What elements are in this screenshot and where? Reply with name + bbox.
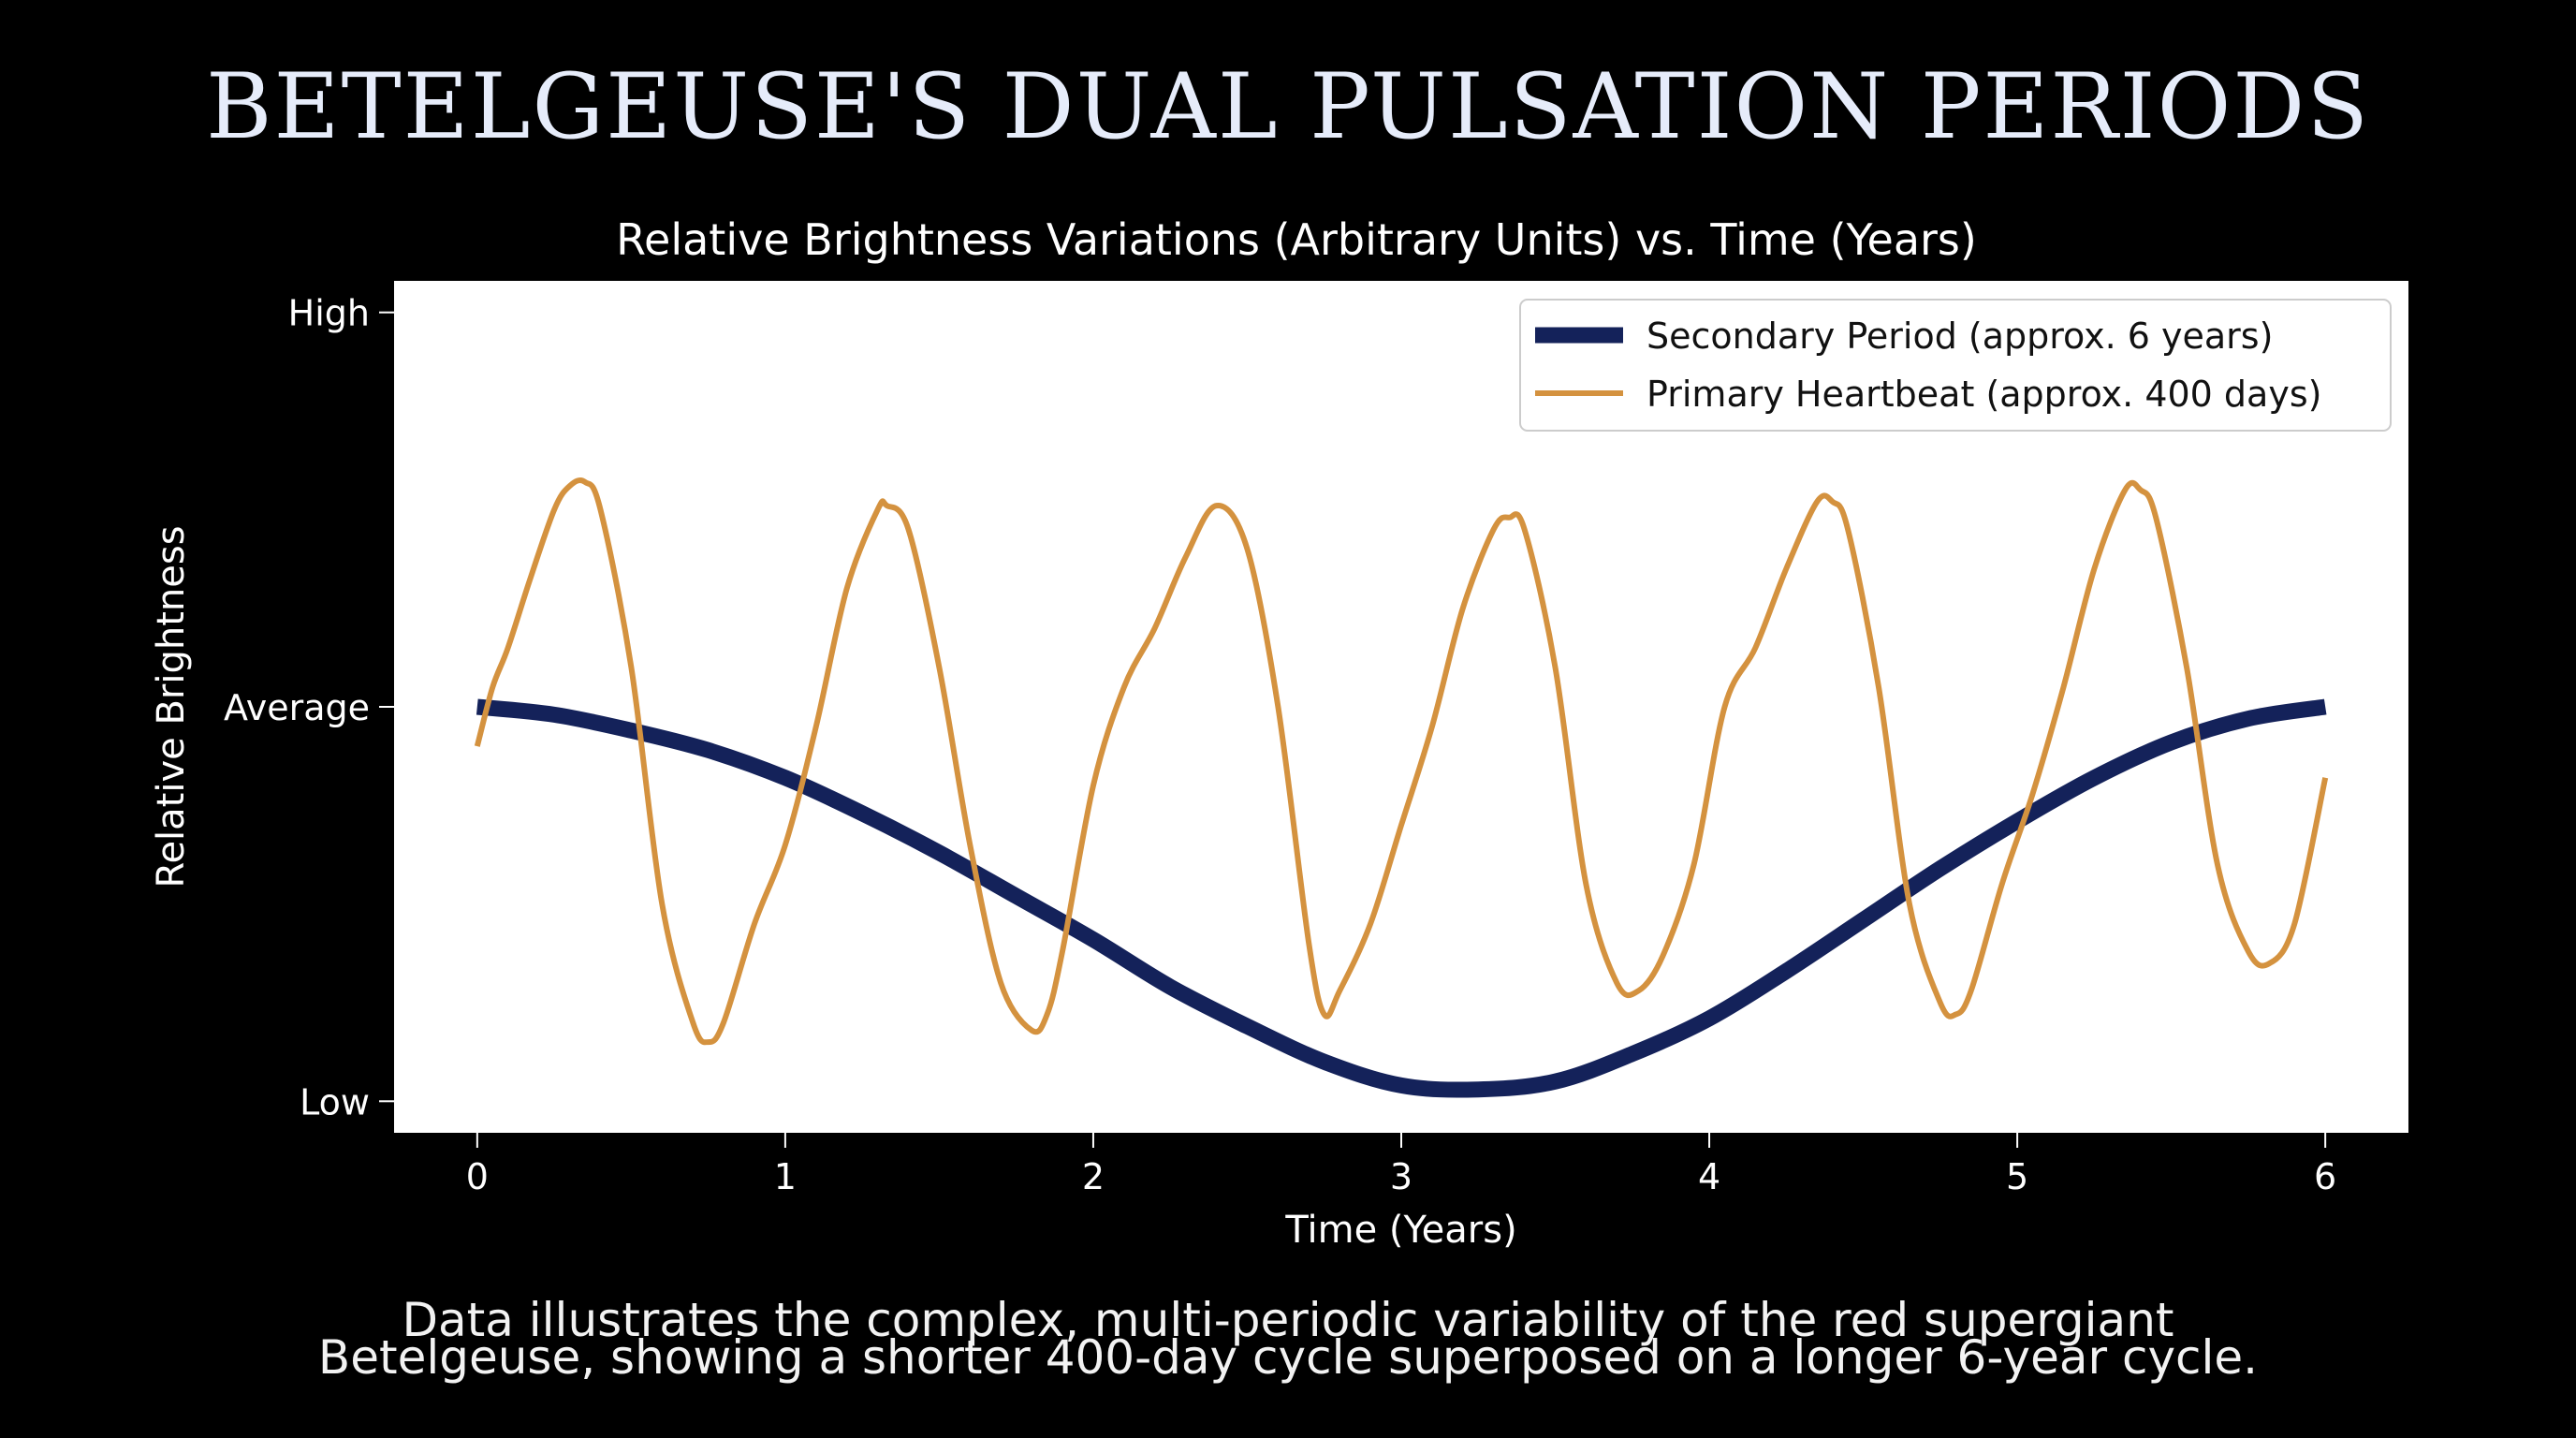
x-tick-label: 5: [2006, 1156, 2028, 1197]
x-tick-label: 1: [774, 1156, 797, 1197]
x-tick-label: 2: [1082, 1156, 1105, 1197]
legend-entry: Secondary Period (approx. 6 years): [1647, 315, 2273, 357]
x-tick-label: 6: [2314, 1156, 2336, 1197]
x-axis-label: Time (Years): [1284, 1209, 1516, 1252]
y-tick-label: Low: [300, 1081, 370, 1123]
y-tick-label: High: [288, 293, 370, 334]
primary-heartbeat-line: [474, 477, 2329, 1046]
caption-line-1: Data illustrates the complex, multi-peri…: [402, 1293, 2174, 1347]
secondary-period-line: [476, 698, 2327, 1098]
series-lines: [474, 477, 2329, 1098]
legend: Secondary Period (approx. 6 years) Primar…: [1519, 299, 2392, 432]
x-tick-label: 4: [1698, 1156, 1720, 1197]
caption: Data illustrates the complex, multi-peri…: [0, 1292, 2576, 1386]
y-tick-label: Average: [224, 687, 370, 728]
axes: Low Average High 0 1 2 3 4 5 6: [224, 293, 2336, 1197]
page-title: BETELGEUSE'S DUAL PULSATION PERIODS: [205, 54, 2371, 159]
legend-box: [1519, 299, 2392, 432]
x-tick-label: 0: [466, 1156, 489, 1197]
chart-title: Relative Brightness Variations (Arbitrar…: [616, 214, 1977, 265]
x-tick-label: 3: [1390, 1156, 1412, 1197]
y-axis-label: Relative Brightness: [150, 525, 193, 888]
caption-line-2: Betelgeuse, showing a shorter 400-day cy…: [317, 1330, 2259, 1385]
legend-entry: Primary Heartbeat (approx. 400 days): [1647, 374, 2321, 415]
